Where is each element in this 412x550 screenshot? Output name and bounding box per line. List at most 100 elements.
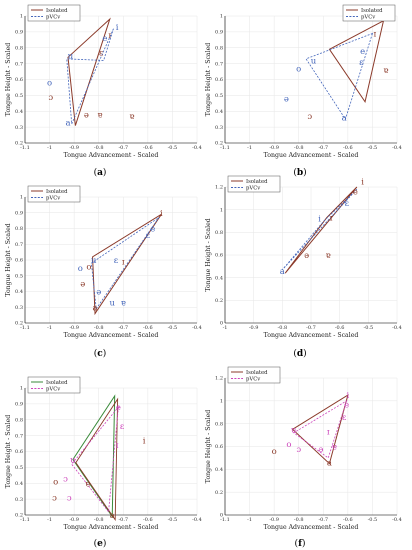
x-axis-label: Tongue Advancement - Scaled [64, 332, 159, 339]
x-axis-label: Tongue Advancement - Scaled [264, 524, 359, 531]
y-tick-label: 0.9 [15, 402, 23, 408]
y-axis-label: Tongue Height - Scaled [5, 415, 12, 488]
vowel-label: ə [284, 95, 289, 105]
y-tick-label: 0.6 [215, 77, 223, 83]
legend-pvcv-label: pVCv [246, 377, 260, 383]
x-tick-label: -0.6 [335, 325, 345, 331]
y-tick-label: 1 [220, 207, 223, 213]
y-tick-label: 1.2 [215, 376, 223, 382]
x-tick-label: -0.7 [306, 325, 316, 331]
y-tick-label: 0.8 [215, 230, 223, 236]
vowel-label: i [346, 391, 349, 401]
y-tick-label: 0.8 [15, 417, 23, 423]
vowel-label: ɔ [307, 112, 312, 122]
vowel-label: ɪ [374, 29, 377, 39]
vowel-label: ɐ [383, 66, 388, 76]
x-tick-label: -0.4 [192, 517, 202, 523]
x-tick-label: -1 [47, 517, 52, 523]
vowel-label: ɪ [108, 31, 111, 41]
y-tick-label: 0.8 [15, 226, 23, 232]
vowel-label: o [272, 447, 277, 457]
x-tick-label: -0.8 [94, 325, 104, 331]
y-tick-label: 0.2 [15, 141, 23, 147]
vowel-label: a [342, 114, 347, 124]
vowel-label: i [143, 436, 146, 446]
vowel-label: a [65, 118, 70, 128]
subplot-f: -1.1 -1 -0.9 -0.8 -0.7 -0.6 -0.5 -0.4 0 0.2 0.4 0.6… [205, 366, 402, 549]
vowel-label: ɔ [67, 494, 72, 504]
y-tick-label: 0.6 [15, 77, 23, 83]
legend-pvcv-label: pVCv [46, 15, 60, 21]
x-axis-label: Tongue Advancement - Scaled [64, 524, 159, 531]
y-tick-label: 0.2 [215, 141, 223, 147]
x-tick-label: -0.5 [368, 517, 378, 523]
y-tick-label: 0.9 [215, 30, 223, 36]
y-tick-label: 0.4 [215, 275, 223, 281]
x-tick-label: -1 [247, 517, 252, 523]
vowel-label: u [291, 425, 297, 435]
y-tick-label: 0.6 [215, 444, 223, 450]
x-tick-label: -0.6 [143, 517, 153, 523]
vowel-label: ɛ [342, 413, 347, 423]
vowel-label: e [102, 34, 107, 44]
vowel-label: ɛ [120, 422, 125, 432]
vowel-label: ɔ [48, 93, 53, 103]
y-tick-label: 0.9 [15, 210, 23, 216]
subplot-caption: (c) [94, 348, 107, 359]
y-tick-label: 1 [220, 399, 223, 405]
y-tick-label: 0.3 [15, 497, 23, 503]
y-tick-label: 0.6 [215, 253, 223, 259]
y-tick-label: 0.3 [15, 305, 23, 311]
pvcv-triangle [66, 28, 114, 125]
y-axis-label: Tongue Height - Scaled [205, 43, 212, 116]
vowel-label: o [78, 264, 83, 274]
x-tick-label: -0.4 [392, 145, 402, 151]
x-tick-label: -1.1 [220, 145, 230, 151]
x-tick-label: -1 [247, 145, 252, 151]
subplot-caption: (d) [293, 348, 306, 359]
legend-box [342, 4, 396, 22]
y-tick-label: 0.3 [15, 125, 23, 131]
pvcv-triangle [282, 188, 358, 271]
x-tick-label: -0.8 [294, 145, 304, 151]
legend-isolated-label: Isolated [246, 179, 268, 185]
legend-isolated-label: Isolated [46, 189, 68, 195]
y-tick-label: 0.7 [15, 242, 23, 248]
vowel-label: a [110, 511, 115, 521]
x-tick-label: -1.1 [20, 145, 30, 151]
x-tick-label: -0.6 [143, 325, 153, 331]
vowel-label: o [286, 440, 291, 450]
x-tick-label: -0.6 [343, 145, 353, 151]
y-tick-label: 0.4 [15, 109, 23, 115]
vowel-label: o [86, 262, 91, 272]
legend-isolated-label: Isolated [361, 8, 383, 14]
y-tick-label: 1 [20, 195, 23, 201]
y-tick-label: 0.7 [15, 433, 23, 439]
x-axis-label: Tongue Advancement - Scaled [64, 152, 159, 159]
vowel-label: ɔ [52, 494, 57, 504]
y-tick-label: 0.6 [15, 258, 23, 264]
vowel-label: ɔ [63, 474, 68, 484]
subplot-caption: (f) [295, 538, 306, 549]
vowel-label: ɪ [122, 258, 125, 268]
pvcv-triangle [90, 217, 160, 310]
x-tick-label: -0.4 [192, 325, 202, 331]
y-tick-label: 0.5 [15, 465, 23, 471]
vowel-label: ɐ [129, 112, 134, 122]
legend-pvcv-label: pVCv [361, 15, 375, 21]
x-tick-label: -0.5 [168, 325, 178, 331]
legend-pvcv-label: pVCv [246, 186, 260, 192]
x-tick-label: -0.6 [143, 145, 153, 151]
x-tick-label: -0.5 [168, 517, 178, 523]
y-tick-label: 1.2 [215, 185, 223, 191]
vowel-label: ə [318, 445, 323, 455]
y-tick-label: 0.2 [215, 490, 223, 496]
y-tick-label: 1 [220, 14, 223, 20]
x-tick-label: -0.7 [118, 517, 128, 523]
x-tick-label: -1.1 [20, 325, 30, 331]
subplot-e: -1.1 -1 -0.9 -0.8 -0.7 -0.6 -0.5 -0.4 0.2 0.3 0.4 0… [5, 376, 202, 549]
y-tick-label: 0.5 [15, 93, 23, 99]
y-axis-label: Tongue Height - Scaled [5, 223, 12, 296]
vowel-label: ɐ [85, 479, 90, 489]
